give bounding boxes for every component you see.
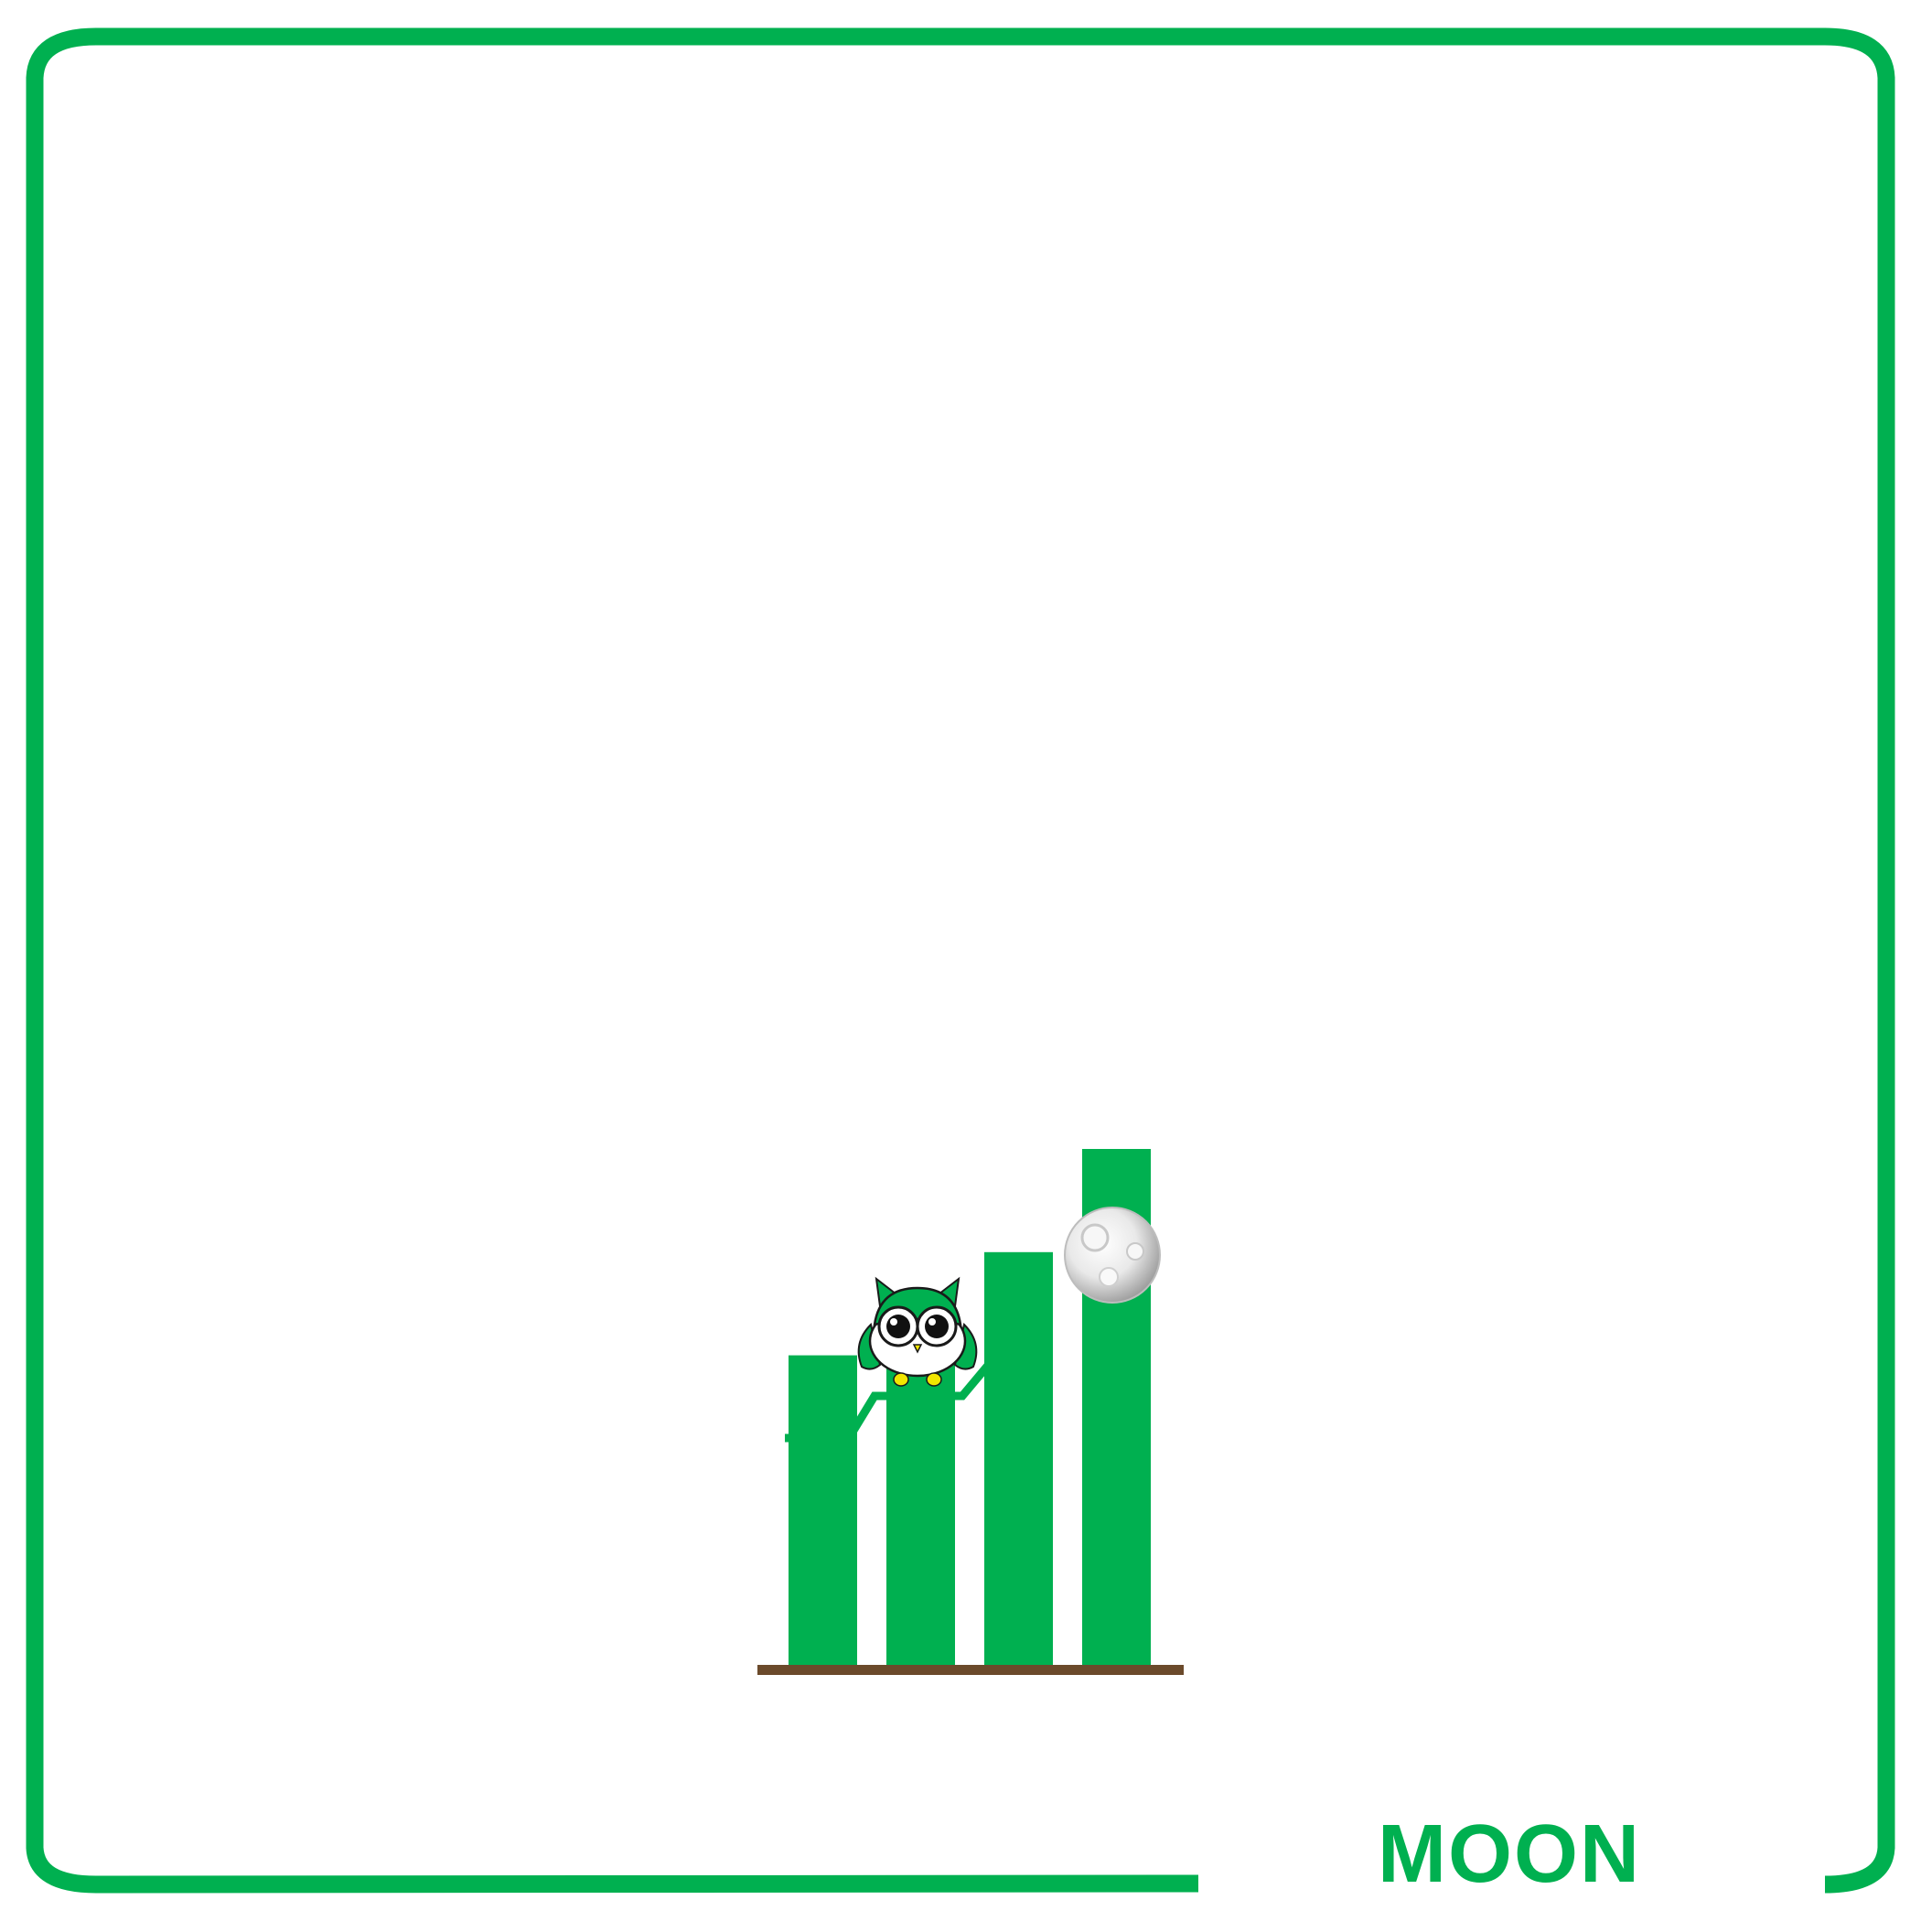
owl-right-foot bbox=[927, 1373, 941, 1386]
caption-label: MOON bbox=[1308, 1804, 1711, 1905]
owl-left-pupil bbox=[886, 1315, 910, 1338]
bar-3 bbox=[984, 1252, 1053, 1665]
moon-body bbox=[1065, 1208, 1160, 1303]
moon-crater bbox=[1100, 1268, 1118, 1286]
moon-crater bbox=[1082, 1225, 1108, 1250]
owl-right-eye-shine bbox=[928, 1318, 936, 1326]
owl-mascot-icon bbox=[859, 1279, 977, 1386]
moon-icon bbox=[1065, 1208, 1160, 1303]
bar-1 bbox=[789, 1356, 857, 1665]
frame-border bbox=[35, 37, 1886, 1884]
ground-line bbox=[757, 1665, 1184, 1675]
owl-left-foot bbox=[894, 1373, 908, 1386]
moon-crater bbox=[1127, 1243, 1143, 1260]
owl-right-pupil bbox=[925, 1315, 949, 1338]
owl-left-eye-shine bbox=[890, 1318, 897, 1326]
